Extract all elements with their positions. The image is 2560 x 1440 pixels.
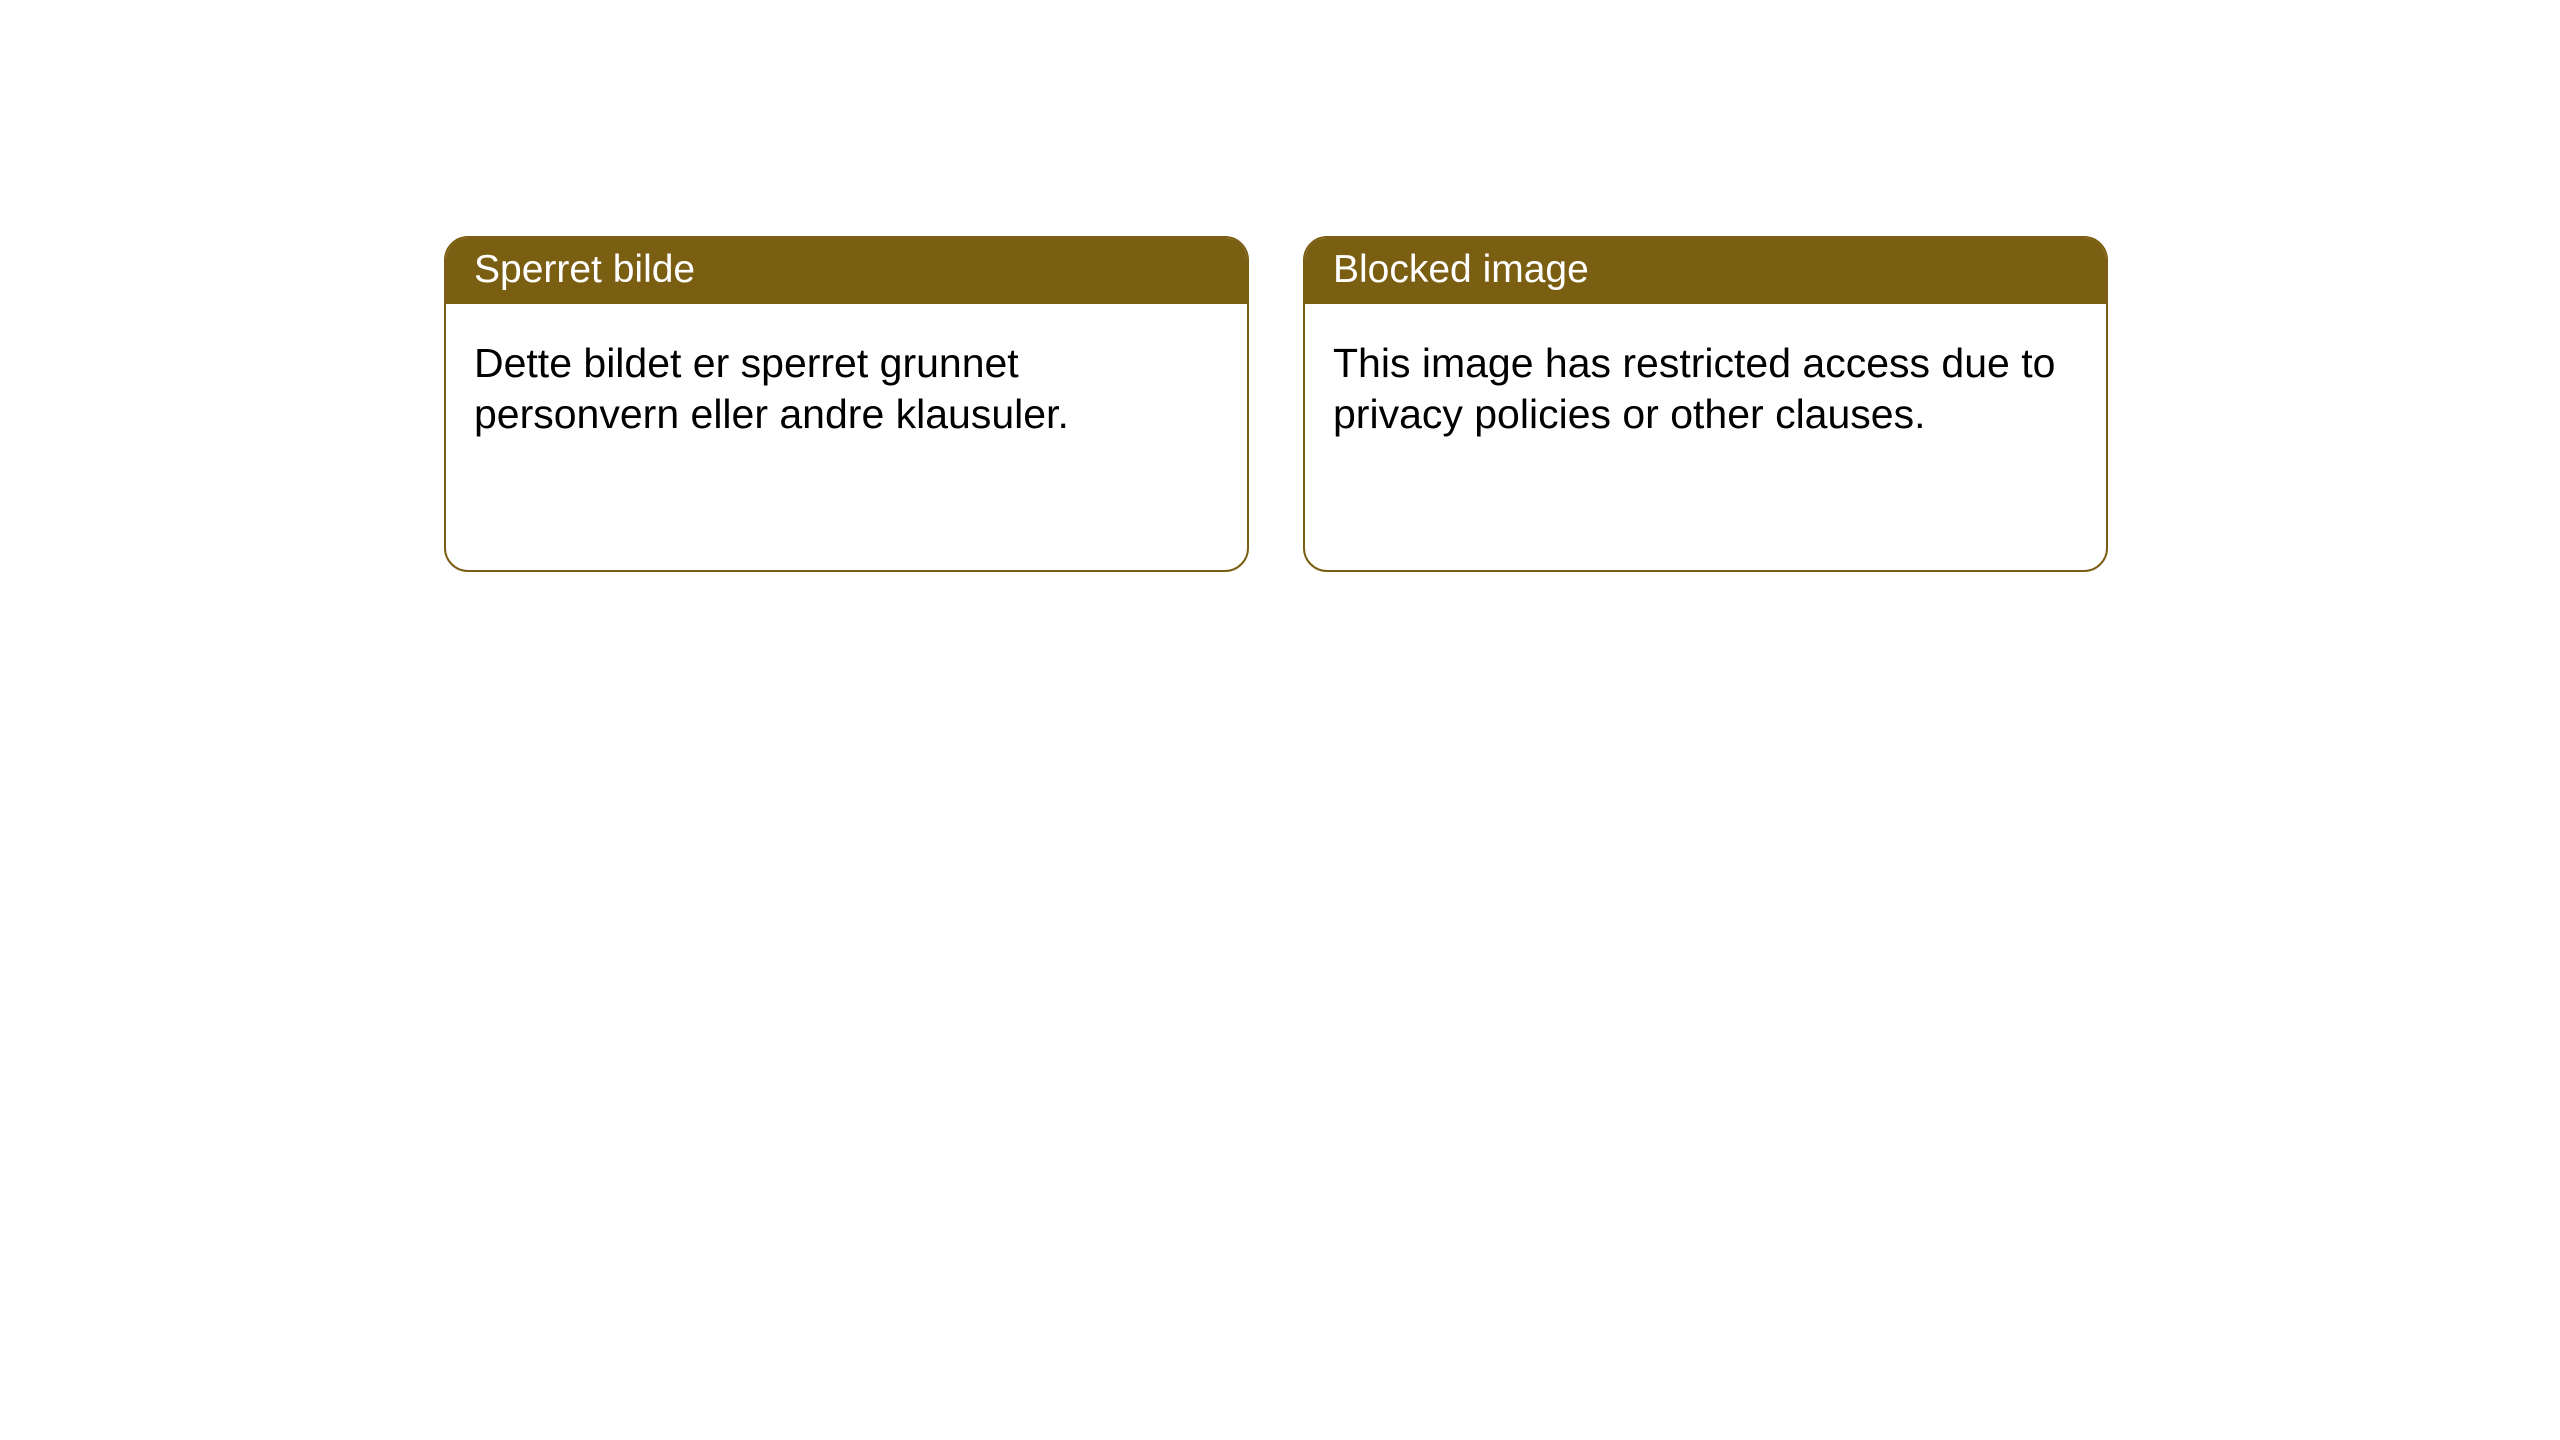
notice-card-norwegian: Sperret bilde Dette bildet er sperret gr… — [444, 236, 1249, 572]
notice-cards-row: Sperret bilde Dette bildet er sperret gr… — [0, 0, 2560, 572]
notice-card-english: Blocked image This image has restricted … — [1303, 236, 2108, 572]
notice-title-english: Blocked image — [1333, 248, 1589, 291]
notice-body-norwegian: Dette bildet er sperret grunnet personve… — [446, 304, 1247, 469]
notice-text-norwegian: Dette bildet er sperret grunnet personve… — [474, 340, 1069, 437]
notice-title-norwegian: Sperret bilde — [474, 248, 695, 291]
notice-header-norwegian: Sperret bilde — [446, 238, 1247, 304]
notice-header-english: Blocked image — [1305, 238, 2106, 304]
notice-text-english: This image has restricted access due to … — [1333, 340, 2055, 437]
notice-body-english: This image has restricted access due to … — [1305, 304, 2106, 469]
